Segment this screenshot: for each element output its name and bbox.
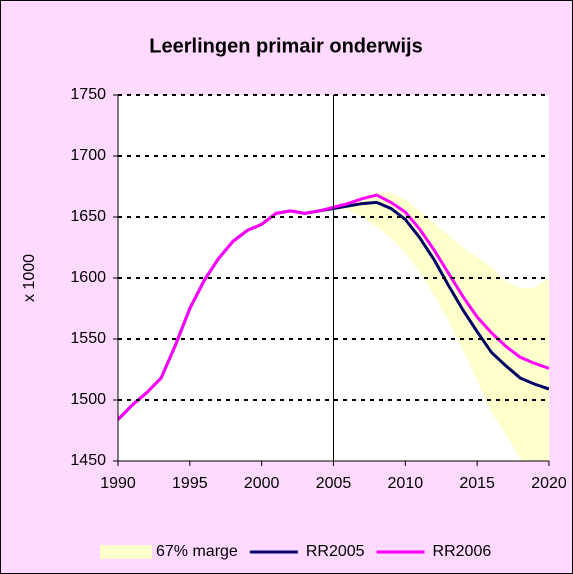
y-tick-label: 1600 [70, 269, 106, 286]
y-tick-label: 1500 [70, 391, 106, 408]
x-tick-label: 2010 [388, 475, 424, 492]
x-tick-label: 1995 [172, 475, 208, 492]
y-tick-label: 1650 [70, 208, 106, 225]
y-tick-label: 1550 [70, 330, 106, 347]
y-tick-label: 1700 [70, 147, 106, 164]
x-tick-label: 2020 [531, 475, 567, 492]
chart-title: Leerlingen primair onderwijs [149, 35, 422, 57]
legend-label: RR2005 [306, 543, 365, 560]
legend-label: 67% marge [156, 543, 238, 560]
legend-swatch [100, 545, 152, 559]
x-tick-label: 2015 [459, 475, 495, 492]
legend-label: RR2006 [433, 543, 492, 560]
x-tick-label: 2000 [244, 475, 280, 492]
x-tick-label: 1990 [100, 475, 136, 492]
y-axis-label: x 1000 [21, 254, 38, 302]
confidence-band [333, 192, 549, 461]
x-tick-label: 2005 [316, 475, 352, 492]
y-tick-label: 1450 [70, 452, 106, 469]
y-tick-label: 1750 [70, 86, 106, 103]
